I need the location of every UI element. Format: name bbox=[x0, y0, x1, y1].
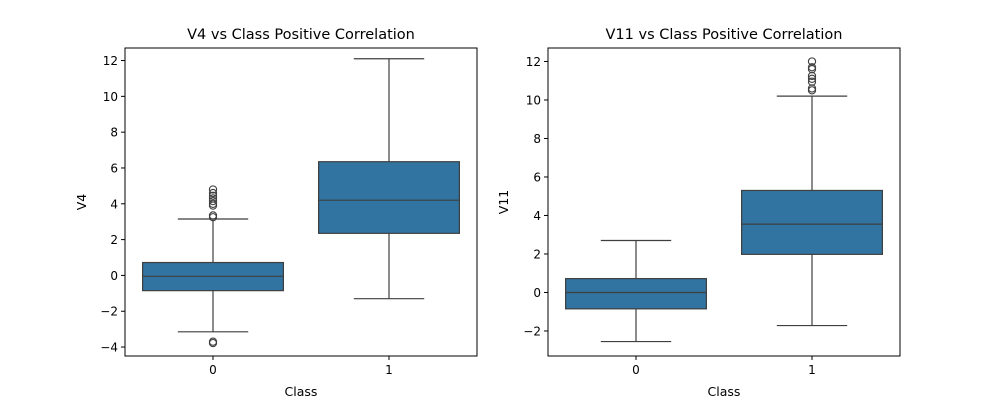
outlier-point bbox=[208, 196, 218, 206]
iqr-box bbox=[318, 161, 461, 234]
y-tick-label: 8 bbox=[533, 132, 541, 146]
box-class-0 bbox=[142, 185, 285, 348]
y-tick-label: 12 bbox=[526, 55, 541, 69]
outlier-point bbox=[208, 338, 218, 348]
subplot-v4: V4 vs Class Positive Correlation Class V… bbox=[74, 27, 478, 399]
outlier-point bbox=[208, 188, 218, 198]
y-tick-label: 6 bbox=[110, 161, 118, 175]
y-tick-label: 0 bbox=[533, 286, 541, 300]
iqr-box bbox=[564, 278, 707, 310]
outlier-point bbox=[208, 211, 218, 220]
chart-title: V4 vs Class Positive Correlation bbox=[187, 27, 415, 43]
outlier-point bbox=[208, 199, 218, 208]
outlier-point bbox=[807, 77, 817, 86]
outlier-point bbox=[208, 185, 218, 194]
x-tick-label: 1 bbox=[808, 363, 816, 377]
x-tick-label: 0 bbox=[632, 363, 640, 377]
subplot-v11: V11 vs Class Positive Correlation Class … bbox=[496, 27, 901, 399]
outlier-point bbox=[807, 57, 817, 66]
y-tick-label: 12 bbox=[103, 54, 118, 68]
y-tick-label: 4 bbox=[110, 197, 118, 211]
y-axis-label: V11 bbox=[496, 190, 511, 214]
x-axis-label: Class bbox=[708, 384, 741, 399]
y-tick-label: 10 bbox=[526, 93, 541, 107]
box-class-1 bbox=[318, 58, 461, 300]
outlier-point bbox=[208, 194, 218, 203]
y-tick-label: 8 bbox=[110, 126, 118, 140]
y-tick-label: 0 bbox=[110, 269, 118, 283]
outlier-point bbox=[208, 191, 218, 200]
outlier-point bbox=[807, 63, 817, 72]
y-tick-label: −2 bbox=[523, 324, 541, 338]
box-class-1 bbox=[740, 57, 883, 327]
outlier-point bbox=[807, 74, 817, 83]
y-tick-label: 4 bbox=[533, 209, 541, 223]
plot-area bbox=[564, 57, 883, 343]
chart-title: V11 vs Class Positive Correlation bbox=[606, 27, 843, 43]
y-tick-label: 10 bbox=[103, 90, 118, 104]
y-tick-label: −4 bbox=[100, 341, 118, 355]
x-tick-label: 1 bbox=[385, 363, 393, 377]
axes-frame bbox=[547, 47, 901, 357]
iqr-box bbox=[740, 189, 883, 255]
y-tick-label: −2 bbox=[100, 305, 118, 319]
y-tick-label: 2 bbox=[110, 233, 118, 247]
x-tick-label: 0 bbox=[209, 363, 217, 377]
axes-frame bbox=[124, 47, 478, 357]
box-class-0 bbox=[564, 239, 707, 343]
x-axis-label: Class bbox=[285, 384, 318, 399]
y-tick-label: 2 bbox=[533, 247, 541, 261]
plot-area bbox=[142, 58, 461, 348]
y-axis-label: V4 bbox=[74, 194, 89, 211]
y-tick-label: 6 bbox=[533, 170, 541, 184]
